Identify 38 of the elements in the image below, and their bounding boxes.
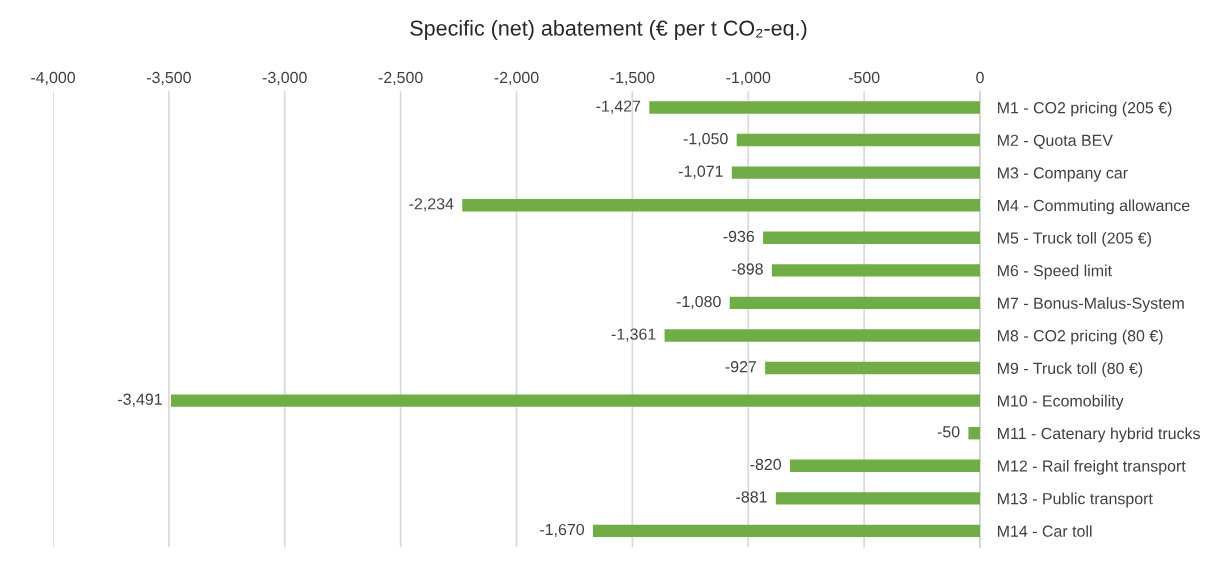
x-tick-label: -1,000	[726, 71, 771, 86]
data-label: -3,491	[118, 393, 162, 407]
data-label: -881	[736, 491, 767, 503]
chart-title: Specific (net) abatement (€ per t CO₂-eq.)	[410, 19, 807, 41]
data-label: -50	[937, 426, 960, 438]
data-label: -1,050	[683, 133, 728, 147]
data-label: -1,071	[678, 165, 723, 179]
data-label: -1,427	[596, 100, 641, 114]
data-label: -898	[732, 263, 763, 275]
x-tick-label: -4,000	[31, 71, 76, 86]
x-tick-label: -2,000	[494, 71, 539, 86]
y-tick-label: M6 - Speed limit	[997, 264, 1112, 280]
data-label: -820	[750, 458, 782, 471]
data-label: -927	[725, 361, 757, 373]
y-tick-label: M7 - Bonus-Malus-System	[997, 297, 1184, 313]
y-tick-label: M1 - CO2 pricing (205 €)	[997, 101, 1172, 117]
y-tick-label: M10 - Ecomobility	[997, 394, 1124, 410]
data-label: -936	[723, 230, 755, 243]
y-tick-label: M5 - Truck toll (205 €)	[997, 231, 1152, 247]
y-tick-label: M9 - Truck toll (80 €)	[997, 362, 1143, 378]
data-label: -1,670	[540, 523, 585, 538]
y-tick-label: M4 - Commuting allowance	[997, 199, 1190, 215]
x-tick-label: -3,000	[262, 71, 307, 86]
y-tick-label: M13 - Public transport	[997, 492, 1153, 508]
data-label: -1,080	[676, 295, 721, 310]
y-tick-label: M14 - Car toll	[997, 525, 1092, 537]
x-tick-label: -500	[848, 71, 880, 84]
y-tick-label: M3 - Company car	[997, 167, 1128, 182]
x-tick-label: -3,500	[146, 71, 191, 86]
x-tick-label: -1,500	[610, 71, 655, 86]
y-tick-label: M8 - CO2 pricing (80 €)	[997, 329, 1163, 345]
x-tick-label: -2,500	[378, 71, 423, 86]
data-label: -2,234	[409, 198, 454, 212]
x-tick-label: 0	[976, 71, 984, 84]
y-tick-label: M12 - Rail freight transport	[997, 459, 1186, 475]
y-tick-label: M11 - Catenary hybrid trucks	[997, 427, 1200, 443]
y-tick-label: M2 - Quota BEV	[997, 134, 1113, 149]
data-label: -1,361	[611, 328, 656, 342]
